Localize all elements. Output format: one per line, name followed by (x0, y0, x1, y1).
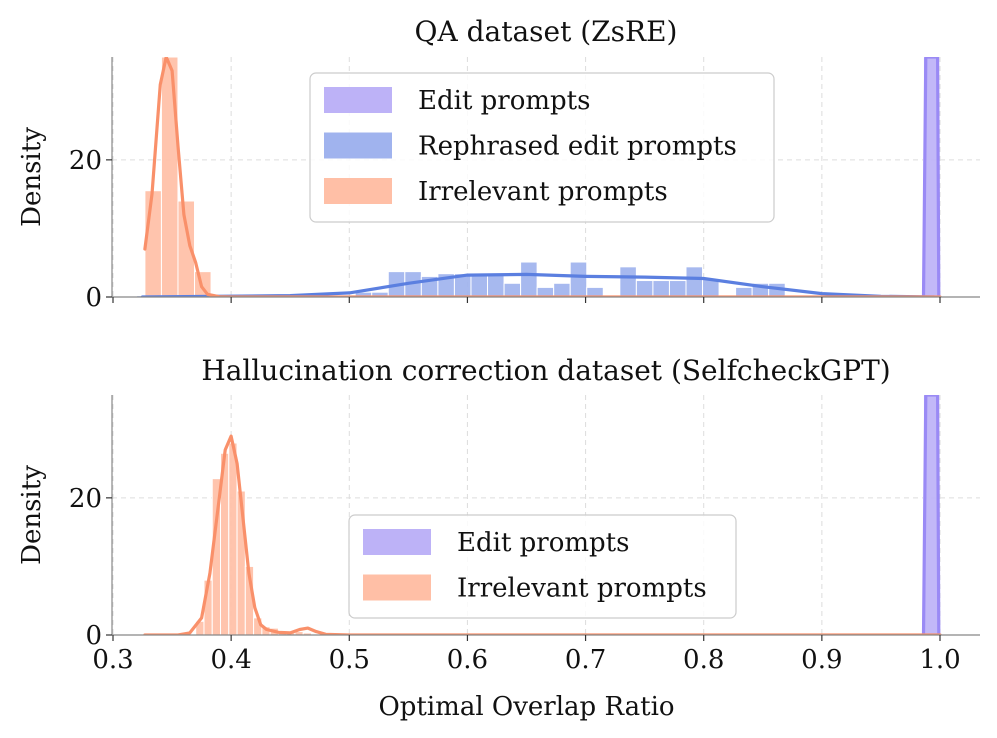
bar-rephrased-edit-prompts (635, 280, 654, 297)
bar-rephrased-edit-prompts (619, 266, 637, 297)
y-axis-label: Density (17, 127, 47, 227)
legend-box (348, 514, 737, 619)
x-tick-label: 1.0 (919, 645, 960, 675)
chart-title: QA dataset (ZsRE) (415, 15, 678, 48)
y-axis-label: Density (17, 465, 47, 565)
legend-label: Edit prompts (418, 86, 590, 116)
legend: Edit prompts Rephrased edit prompts Irrele… (309, 72, 775, 223)
x-axis-label: Optimal Overlap Ratio (378, 692, 674, 722)
x-tick-label: 0.7 (565, 645, 606, 675)
bar-rephrased-edit-prompts (487, 273, 505, 297)
kde-line-irrelevant-prompts (143, 434, 942, 635)
x-tick-label: 0.9 (801, 645, 842, 675)
x-tick-label: 0.3 (92, 645, 133, 675)
bar-irrelevant-prompts (302, 632, 312, 635)
kde-line-edit-prompts (921, 395, 941, 635)
legend-swatch (324, 132, 392, 159)
bar-rephrased-edit-prompts (503, 282, 522, 297)
bar-irrelevant-prompts (177, 200, 196, 297)
panel-selfcheckgpt: 0.3 0.4 0.5 0.6 0.7 0.8 0.9 1.0 0 20 Hallucination… (17, 354, 980, 722)
plot-area (136, 57, 942, 297)
x-tick-label: 0.5 (329, 645, 370, 675)
bar-rephrased-edit-prompts (553, 282, 571, 297)
legend: Edit prompts Irrelevant prompts (348, 514, 737, 619)
bar-irrelevant-prompts (228, 442, 238, 635)
bar-rephrased-edit-prompts (668, 280, 687, 297)
legend-swatch (324, 178, 392, 204)
kde-line-rephrased-edit-prompts (140, 272, 936, 297)
bar-rephrased-edit-prompts (685, 266, 704, 297)
chart-title: Hallucination correction dataset (Selfch… (201, 354, 890, 387)
y-tick-label: 20 (69, 484, 102, 514)
legend-swatch (363, 574, 431, 601)
legend-label: Rephrased edit prompts (418, 132, 737, 162)
y-tick-label: 0 (85, 621, 102, 651)
x-tick-label: 0.6 (447, 645, 488, 675)
y-tick-label: 20 (69, 146, 102, 176)
kde-line-edit-prompts (921, 57, 941, 297)
bar-rephrased-edit-prompts (652, 280, 670, 297)
legend-label: Irrelevant prompts (418, 177, 668, 207)
bar-rephrased-edit-prompts (520, 261, 538, 297)
legend-label: Edit prompts (457, 528, 629, 558)
panel-zsre: 0 20 QA dataset (ZsRE) Density Edit prompts R… (17, 15, 980, 313)
plot-area (143, 395, 942, 635)
legend-label: Irrelevant prompts (457, 574, 707, 604)
bar-irrelevant-prompts (160, 57, 179, 297)
x-tick-label: 0.4 (210, 645, 251, 675)
legend-swatch (363, 529, 431, 555)
bar-irrelevant-prompts (144, 190, 162, 297)
bar-rephrased-edit-prompts (470, 273, 489, 297)
bar-rephrased-edit-prompts (569, 261, 588, 297)
y-tick-label: 0 (85, 283, 102, 313)
legend-swatch (324, 87, 392, 113)
legend-box (309, 72, 775, 223)
x-tick-label: 0.8 (683, 645, 724, 675)
